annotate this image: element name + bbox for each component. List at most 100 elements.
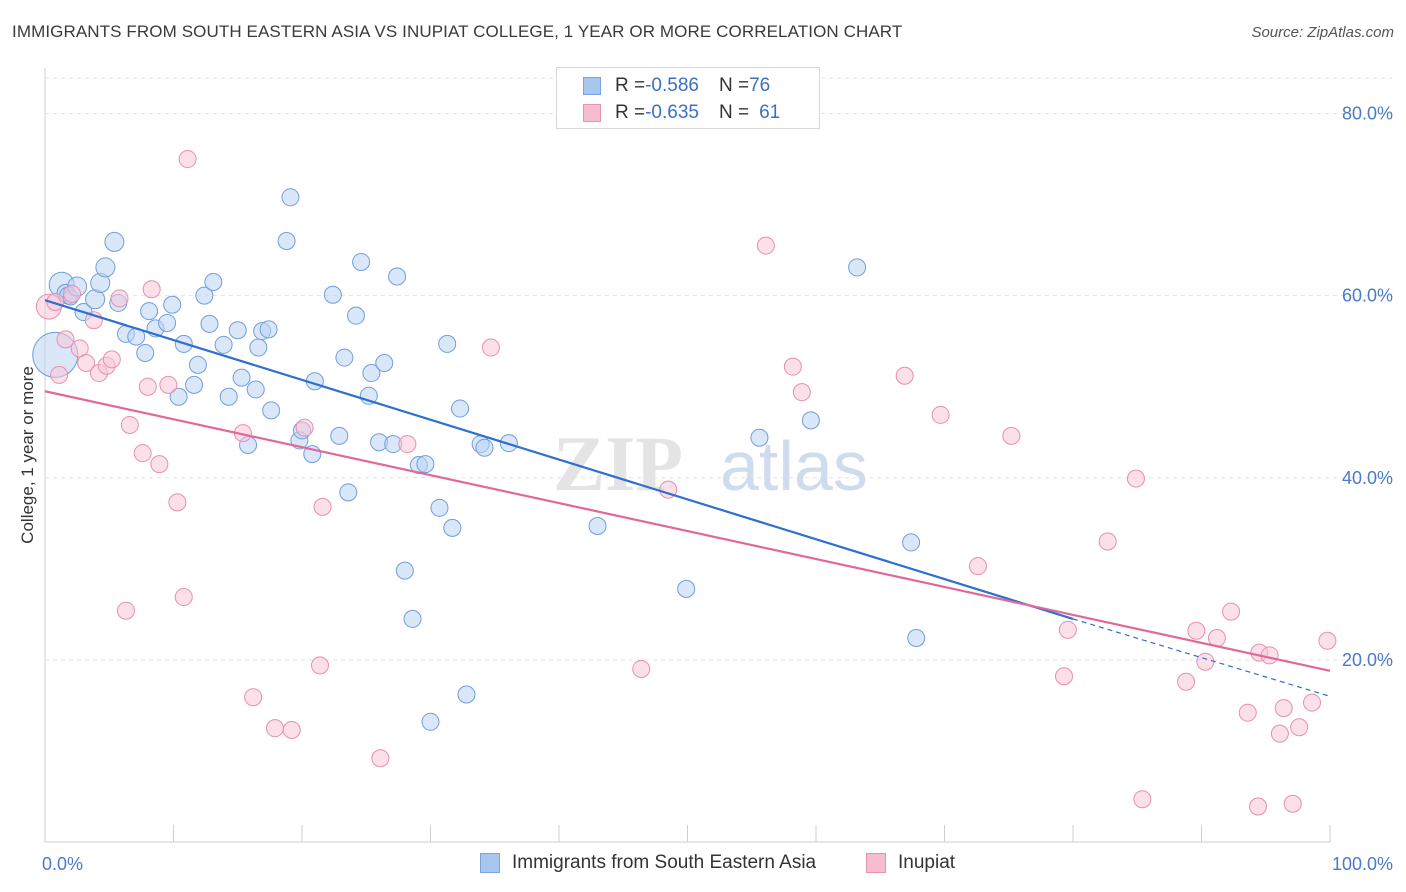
data-point-blue	[902, 533, 921, 552]
data-point-pink	[62, 284, 81, 303]
data-point-pink	[46, 293, 65, 312]
data-point-blue	[232, 368, 251, 387]
trend-line-blue	[44, 299, 1074, 620]
x-tick-label: 0.0%	[42, 854, 83, 874]
data-point-pink	[1187, 621, 1206, 640]
data-point-blue	[352, 252, 371, 271]
legend-row-pink: R = -0.635 N = 61	[583, 101, 780, 125]
chart-source: Source: ZipAtlas.com	[1251, 24, 1394, 41]
data-point-pink	[150, 455, 169, 474]
data-point-pink	[931, 405, 950, 424]
data-point-blue	[848, 258, 867, 277]
legend-blue-r-label: R =	[615, 75, 646, 96]
data-point-blue	[323, 285, 342, 304]
data-point-pink	[632, 659, 651, 678]
data-point-blue	[443, 518, 462, 537]
data-point-blue	[95, 257, 116, 278]
data-point-blue	[188, 355, 207, 374]
data-point-blue	[375, 354, 394, 373]
data-point-blue	[249, 338, 268, 357]
data-point-pink	[398, 435, 417, 454]
data-point-blue	[259, 320, 278, 339]
legend-swatch-blue	[583, 77, 601, 95]
data-point-pink	[1055, 667, 1074, 686]
y-tick-label: 60.0%	[1342, 286, 1393, 306]
data-point-pink	[133, 444, 152, 463]
legend-blue-r-value: -0.586	[645, 75, 699, 96]
data-point-pink	[102, 350, 121, 369]
data-point-blue	[169, 387, 188, 406]
data-point-pink	[313, 497, 332, 516]
data-point-pink	[756, 236, 775, 255]
data-point-blue	[204, 272, 223, 291]
data-point-blue	[438, 334, 457, 353]
data-point-blue	[677, 579, 696, 598]
data-point-pink	[174, 588, 193, 607]
data-point-pink	[266, 719, 285, 738]
data-point-blue	[388, 267, 407, 286]
series-legend: Immigrants from South Eastern Asia Inupi…	[0, 852, 1406, 878]
data-point-blue	[907, 629, 926, 648]
data-point-pink	[295, 418, 314, 437]
data-point-pink	[1283, 794, 1302, 813]
data-point-blue	[200, 314, 219, 333]
data-point-blue	[750, 428, 769, 447]
data-point-pink	[1177, 672, 1196, 691]
data-point-blue	[457, 685, 476, 704]
legend-blue-n-label: N =	[718, 75, 750, 96]
data-point-pink	[1126, 469, 1145, 488]
legend-blue-n-value: 76	[749, 75, 771, 96]
data-point-blue	[451, 399, 470, 418]
series-label-blue: Immigrants from South Eastern Asia	[512, 852, 817, 873]
legend-swatch-pink	[583, 104, 601, 122]
data-point-blue	[339, 483, 358, 502]
data-point-blue	[214, 335, 233, 354]
data-point-blue	[416, 455, 435, 474]
data-point-blue	[421, 712, 440, 731]
series-label-pink: Inupiat	[898, 852, 956, 873]
legend-row-blue: R = -0.586 N = 76	[583, 74, 770, 98]
data-point-blue	[588, 517, 607, 536]
data-point-pink	[371, 749, 390, 768]
data-point-pink	[168, 493, 187, 512]
data-point-blue	[262, 401, 281, 420]
correlation-legend: R = -0.586 N = 76 R = -0.635 N = 61	[556, 67, 820, 129]
series-swatch-blue	[480, 853, 500, 873]
data-point-blue	[246, 380, 265, 399]
y-tick-label: 40.0%	[1342, 468, 1393, 488]
data-point-pink	[178, 150, 197, 169]
data-point-pink	[1303, 693, 1322, 712]
data-point-blue	[136, 344, 155, 363]
series-legend-pink: Inupiat	[866, 852, 955, 874]
data-point-pink	[282, 720, 301, 739]
data-point-pink	[1058, 620, 1077, 639]
data-point-pink	[1238, 703, 1257, 722]
data-point-blue	[346, 306, 365, 325]
data-point-pink	[481, 338, 500, 357]
data-point-pink	[77, 354, 96, 373]
data-point-pink	[1318, 631, 1337, 650]
data-point-pink	[50, 365, 69, 384]
data-point-blue	[158, 313, 177, 332]
y-axis-title: College, 1 year or more	[18, 366, 37, 544]
legend-pink-r-label: R =	[615, 102, 646, 123]
data-point-pink	[783, 357, 802, 376]
data-point-pink	[1196, 652, 1215, 671]
data-point-pink	[142, 280, 161, 299]
data-point-pink	[56, 330, 75, 349]
data-point-pink	[1290, 718, 1309, 737]
data-point-blue	[403, 609, 422, 628]
data-point-blue	[281, 188, 300, 207]
x-tick-label: 100.0%	[1332, 854, 1393, 874]
data-point-blue	[140, 302, 159, 321]
legend-pink-n-value: 61	[759, 102, 781, 123]
data-point-blue	[219, 387, 238, 406]
data-point-blue	[801, 411, 820, 430]
data-point-blue	[228, 321, 247, 340]
data-point-pink	[792, 383, 811, 402]
chart-title: IMMIGRANTS FROM SOUTH EASTERN ASIA VS IN…	[12, 22, 903, 41]
data-point-pink	[1133, 790, 1152, 809]
data-point-pink	[895, 366, 914, 385]
data-point-pink	[1249, 797, 1268, 816]
